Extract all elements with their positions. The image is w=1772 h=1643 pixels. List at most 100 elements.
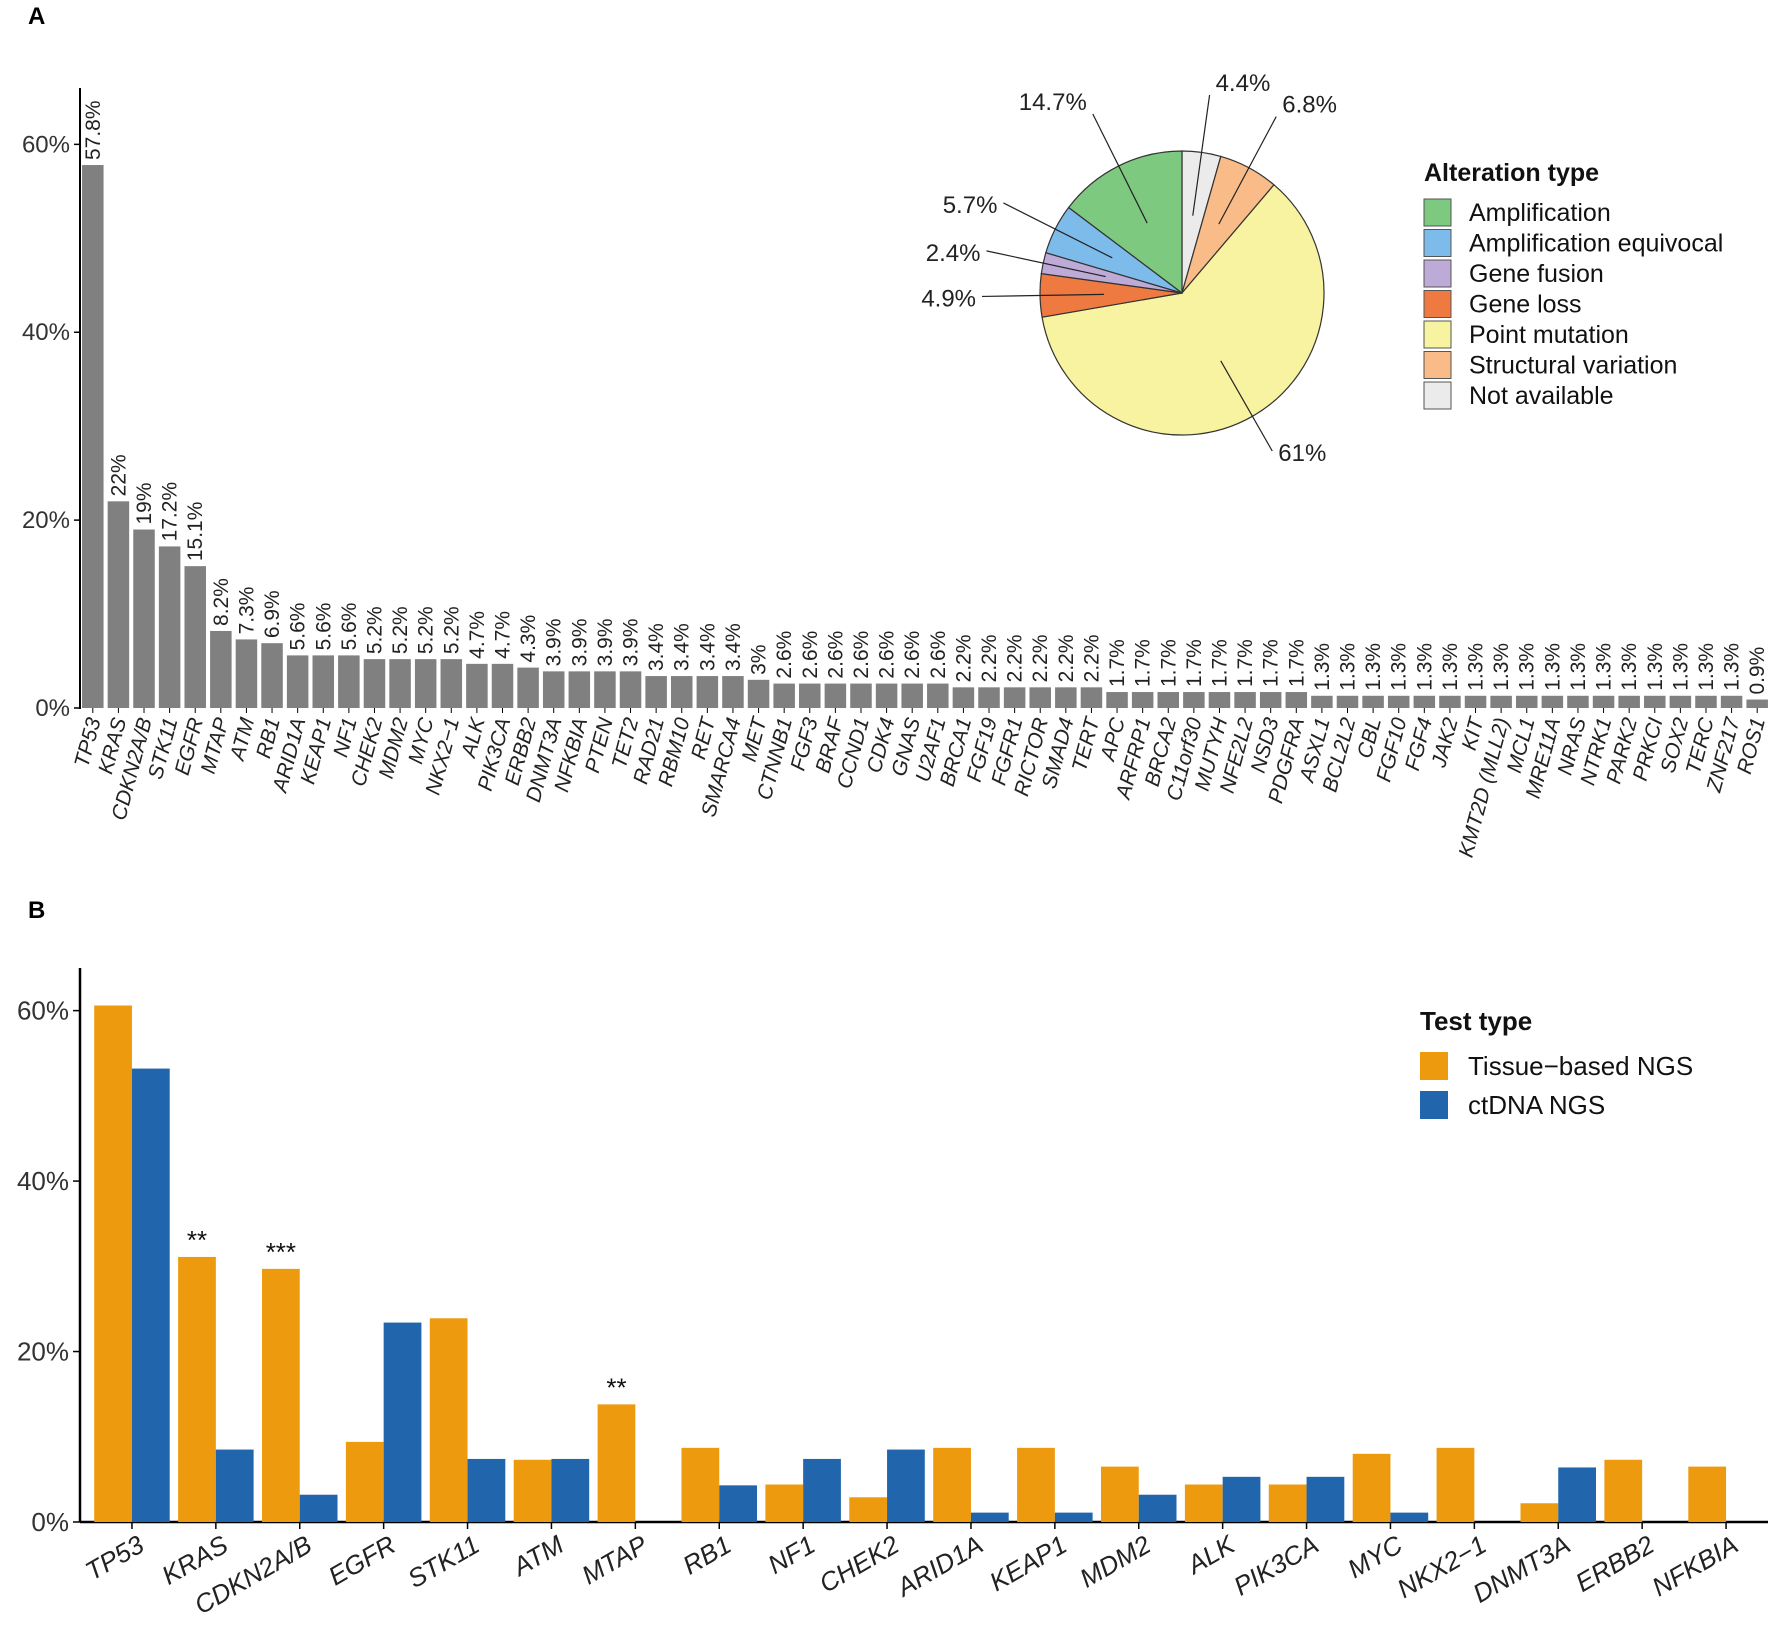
a-bar-value-label: 2.6% bbox=[799, 631, 822, 679]
a-bar-RAD21 bbox=[645, 676, 667, 708]
b-legend-swatch bbox=[1420, 1091, 1448, 1119]
a-bar-value-label: 1.3% bbox=[1388, 643, 1411, 691]
a-bar-MTAP bbox=[210, 630, 232, 708]
b-bar-ctdna-ATM bbox=[551, 1458, 590, 1522]
b-x-tick-label: STK11 bbox=[402, 1529, 484, 1594]
a-bar-ARFRP1 bbox=[1131, 692, 1154, 708]
a-bar-value-label: 3.9% bbox=[594, 618, 617, 666]
a-bar-value-label: 3.4% bbox=[722, 623, 745, 671]
a-bar-C11orf30 bbox=[1183, 692, 1205, 708]
b-x-tick-label: PIK3CA bbox=[1228, 1529, 1323, 1601]
a-bar-value-label: 3.9% bbox=[568, 618, 591, 666]
a-bar-CTNNB1 bbox=[773, 683, 795, 708]
a-bar-value-label: 1.7% bbox=[1234, 639, 1257, 687]
a-bar-value-label: 5.2% bbox=[440, 606, 463, 654]
b-bar-ctdna-PIK3CA bbox=[1306, 1476, 1345, 1522]
a-bar-SOX2 bbox=[1669, 695, 1692, 708]
b-bar-tissue-MYC bbox=[1352, 1453, 1391, 1522]
pie-legend-swatch bbox=[1423, 229, 1452, 257]
a-bar-value-label: 1.3% bbox=[1413, 643, 1436, 691]
a-bar-value-label: 5.2% bbox=[363, 606, 386, 654]
b-x-tick-label: NF1 bbox=[763, 1529, 821, 1580]
b-bar-tissue-KEAP1 bbox=[1017, 1447, 1055, 1522]
a-bar-value-label: 2.2% bbox=[1004, 634, 1027, 682]
a-bar-value-label: 3.9% bbox=[620, 618, 643, 666]
b-bar-tissue-CHEK2 bbox=[849, 1497, 888, 1522]
a-bar-value-label: 19% bbox=[133, 482, 156, 524]
pie-leader-line bbox=[986, 250, 1106, 278]
pie-leader-line bbox=[1192, 94, 1211, 216]
a-bar-value-label: 6.9% bbox=[261, 590, 284, 638]
a-bar-MYC bbox=[414, 659, 437, 708]
pie-slice-label: 2.4% bbox=[926, 240, 981, 267]
a-bar-FGF19 bbox=[978, 687, 1000, 708]
b-legend-label: Tissue−based NGS bbox=[1468, 1051, 1693, 1081]
pie-legend-label: Not available bbox=[1469, 382, 1614, 410]
chart-b-grouped-bar: 0%20%40%60%TP53 KRAS**CDKN2A/B***EGFR STK1… bbox=[17, 968, 1768, 1620]
a-bar-value-label: 1.7% bbox=[1157, 639, 1180, 687]
chart-a-pie: 4.4% 6.8% 61% 4.9% 2.4% 5.7% 14.7% Alteration t… bbox=[921, 70, 1723, 467]
pie-legend-label: Structural variation bbox=[1469, 352, 1677, 380]
a-bar-value-label: 5.6% bbox=[312, 603, 335, 651]
a-bar-MCL1 bbox=[1515, 695, 1538, 708]
b-legend-title: Test type bbox=[1420, 1006, 1532, 1036]
pie-legend-title: Alteration type bbox=[1424, 159, 1599, 187]
b-bar-tissue-KRAS bbox=[178, 1256, 216, 1522]
a-bar-RBM10 bbox=[670, 676, 693, 708]
pie-legend-swatch bbox=[1423, 198, 1452, 227]
b-bar-tissue-MDM2 bbox=[1100, 1466, 1139, 1522]
b-bar-tissue-MTAP bbox=[597, 1404, 636, 1522]
a-bar-NTRK1 bbox=[1592, 695, 1615, 708]
a-bar-value-label: 4.7% bbox=[466, 611, 489, 659]
a-bar-value-label: 1.3% bbox=[1644, 643, 1667, 691]
b-bar-tissue-CDKN2A/B bbox=[261, 1268, 300, 1522]
a-bar-value-label: 2.2% bbox=[1080, 634, 1103, 682]
a-bar-value-label: 1.3% bbox=[1695, 643, 1718, 691]
a-bar-NRAS bbox=[1567, 695, 1589, 708]
a-bar-NF1 bbox=[338, 655, 360, 708]
b-bar-ctdna-DNMT3A bbox=[1558, 1467, 1597, 1522]
a-bar-U2AF1 bbox=[927, 683, 949, 708]
pie-slice-label: 4.9% bbox=[921, 285, 976, 312]
b-x-tick-label: DNMT3A bbox=[1468, 1529, 1576, 1608]
a-bar-NFE2L2 bbox=[1234, 692, 1256, 708]
a-y-tick-label: 40% bbox=[22, 319, 70, 346]
a-bar-FGFR1 bbox=[1003, 687, 1026, 708]
b-bar-tissue-TP53 bbox=[94, 1005, 132, 1522]
b-significance-mark: ** bbox=[187, 1225, 207, 1255]
a-bar-CHEK2 bbox=[363, 659, 386, 708]
a-bar-TERC bbox=[1695, 695, 1717, 708]
pie-leader-line bbox=[1220, 360, 1273, 452]
b-x-tick-label: ERBB2 bbox=[1570, 1529, 1659, 1598]
a-bar-BRAF bbox=[824, 683, 847, 708]
a-bar-APC bbox=[1106, 692, 1128, 708]
panel-b-label: B bbox=[28, 897, 45, 924]
b-x-tick-label: RB1 bbox=[677, 1529, 736, 1580]
b-bar-ctdna-ALK bbox=[1222, 1476, 1261, 1522]
pie-legend-label: Gene loss bbox=[1469, 291, 1582, 319]
a-bar-value-label: 4.3% bbox=[517, 615, 540, 663]
b-bar-tissue-NF1 bbox=[765, 1484, 804, 1522]
a-y-tick-label: 20% bbox=[22, 507, 70, 534]
a-bar-ROS1 bbox=[1746, 699, 1768, 708]
b-x-tick-label: TP53 bbox=[80, 1529, 149, 1586]
a-bar-value-label: 5.2% bbox=[389, 606, 412, 654]
b-bar-tissue-PIK3CA bbox=[1268, 1484, 1307, 1522]
b-y-tick-label: 0% bbox=[31, 1507, 69, 1537]
b-bar-tissue-ALK bbox=[1184, 1484, 1223, 1522]
a-bar-GNAS bbox=[901, 683, 923, 708]
b-x-tick-label: ATM bbox=[506, 1529, 569, 1583]
pie-slice-label: 61% bbox=[1278, 440, 1326, 467]
a-bar-ARID1A bbox=[286, 655, 309, 708]
a-bar-ASXL1 bbox=[1311, 695, 1333, 708]
a-bar-FGF10 bbox=[1387, 695, 1410, 708]
b-x-tick-label: NFKBIA bbox=[1647, 1529, 1743, 1602]
a-bar-value-label: 1.3% bbox=[1490, 643, 1513, 691]
pie-leader-line bbox=[1092, 113, 1148, 224]
a-bar-value-label: 2.6% bbox=[876, 631, 899, 679]
a-bar-ERBB2 bbox=[517, 667, 539, 708]
a-bar-value-label: 1.7% bbox=[1132, 639, 1155, 687]
a-bar-TERT bbox=[1080, 687, 1103, 708]
pie-legend-swatch bbox=[1423, 290, 1452, 318]
a-bar-value-label: 7.3% bbox=[235, 587, 258, 635]
